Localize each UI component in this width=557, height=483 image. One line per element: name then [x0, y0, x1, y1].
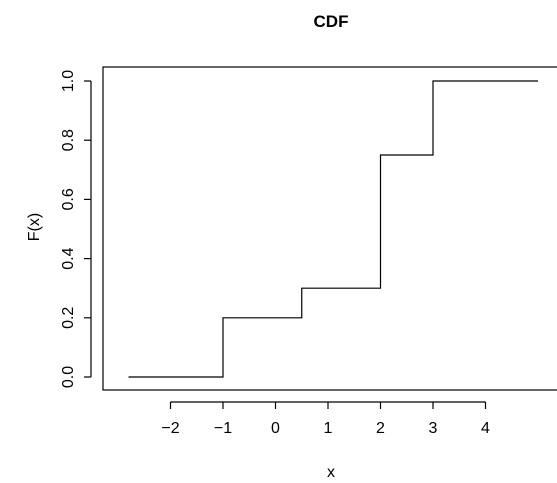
x-tick-label: 3: [429, 420, 438, 437]
chart-title: CDF: [314, 12, 349, 31]
x-tick-label: 0: [271, 420, 280, 437]
y-tick-label: 1.0: [60, 70, 77, 92]
y-tick-label: 0.6: [60, 188, 77, 210]
x-tick-label: −2: [161, 420, 179, 437]
y-tick-label: 0.8: [60, 129, 77, 151]
x-axis: −2 −1 0 1 2 3 4: [161, 401, 490, 437]
cdf-step-line: [128, 80, 538, 378]
x-tick-label: −1: [214, 420, 232, 437]
x-tick-label: 4: [481, 420, 490, 437]
x-tick-label: 1: [324, 420, 333, 437]
y-tick-label: 0.0: [60, 366, 77, 388]
y-axis-label: F(x): [26, 213, 43, 241]
plot-frame: [102, 66, 557, 391]
y-tick-label: 0.2: [60, 307, 77, 329]
x-tick-label: 2: [376, 420, 385, 437]
y-tick-label: 0.4: [60, 247, 77, 269]
x-axis-label: x: [327, 464, 335, 481]
y-axis: 0.0 0.2 0.4 0.6 0.8 1.0: [60, 70, 92, 388]
